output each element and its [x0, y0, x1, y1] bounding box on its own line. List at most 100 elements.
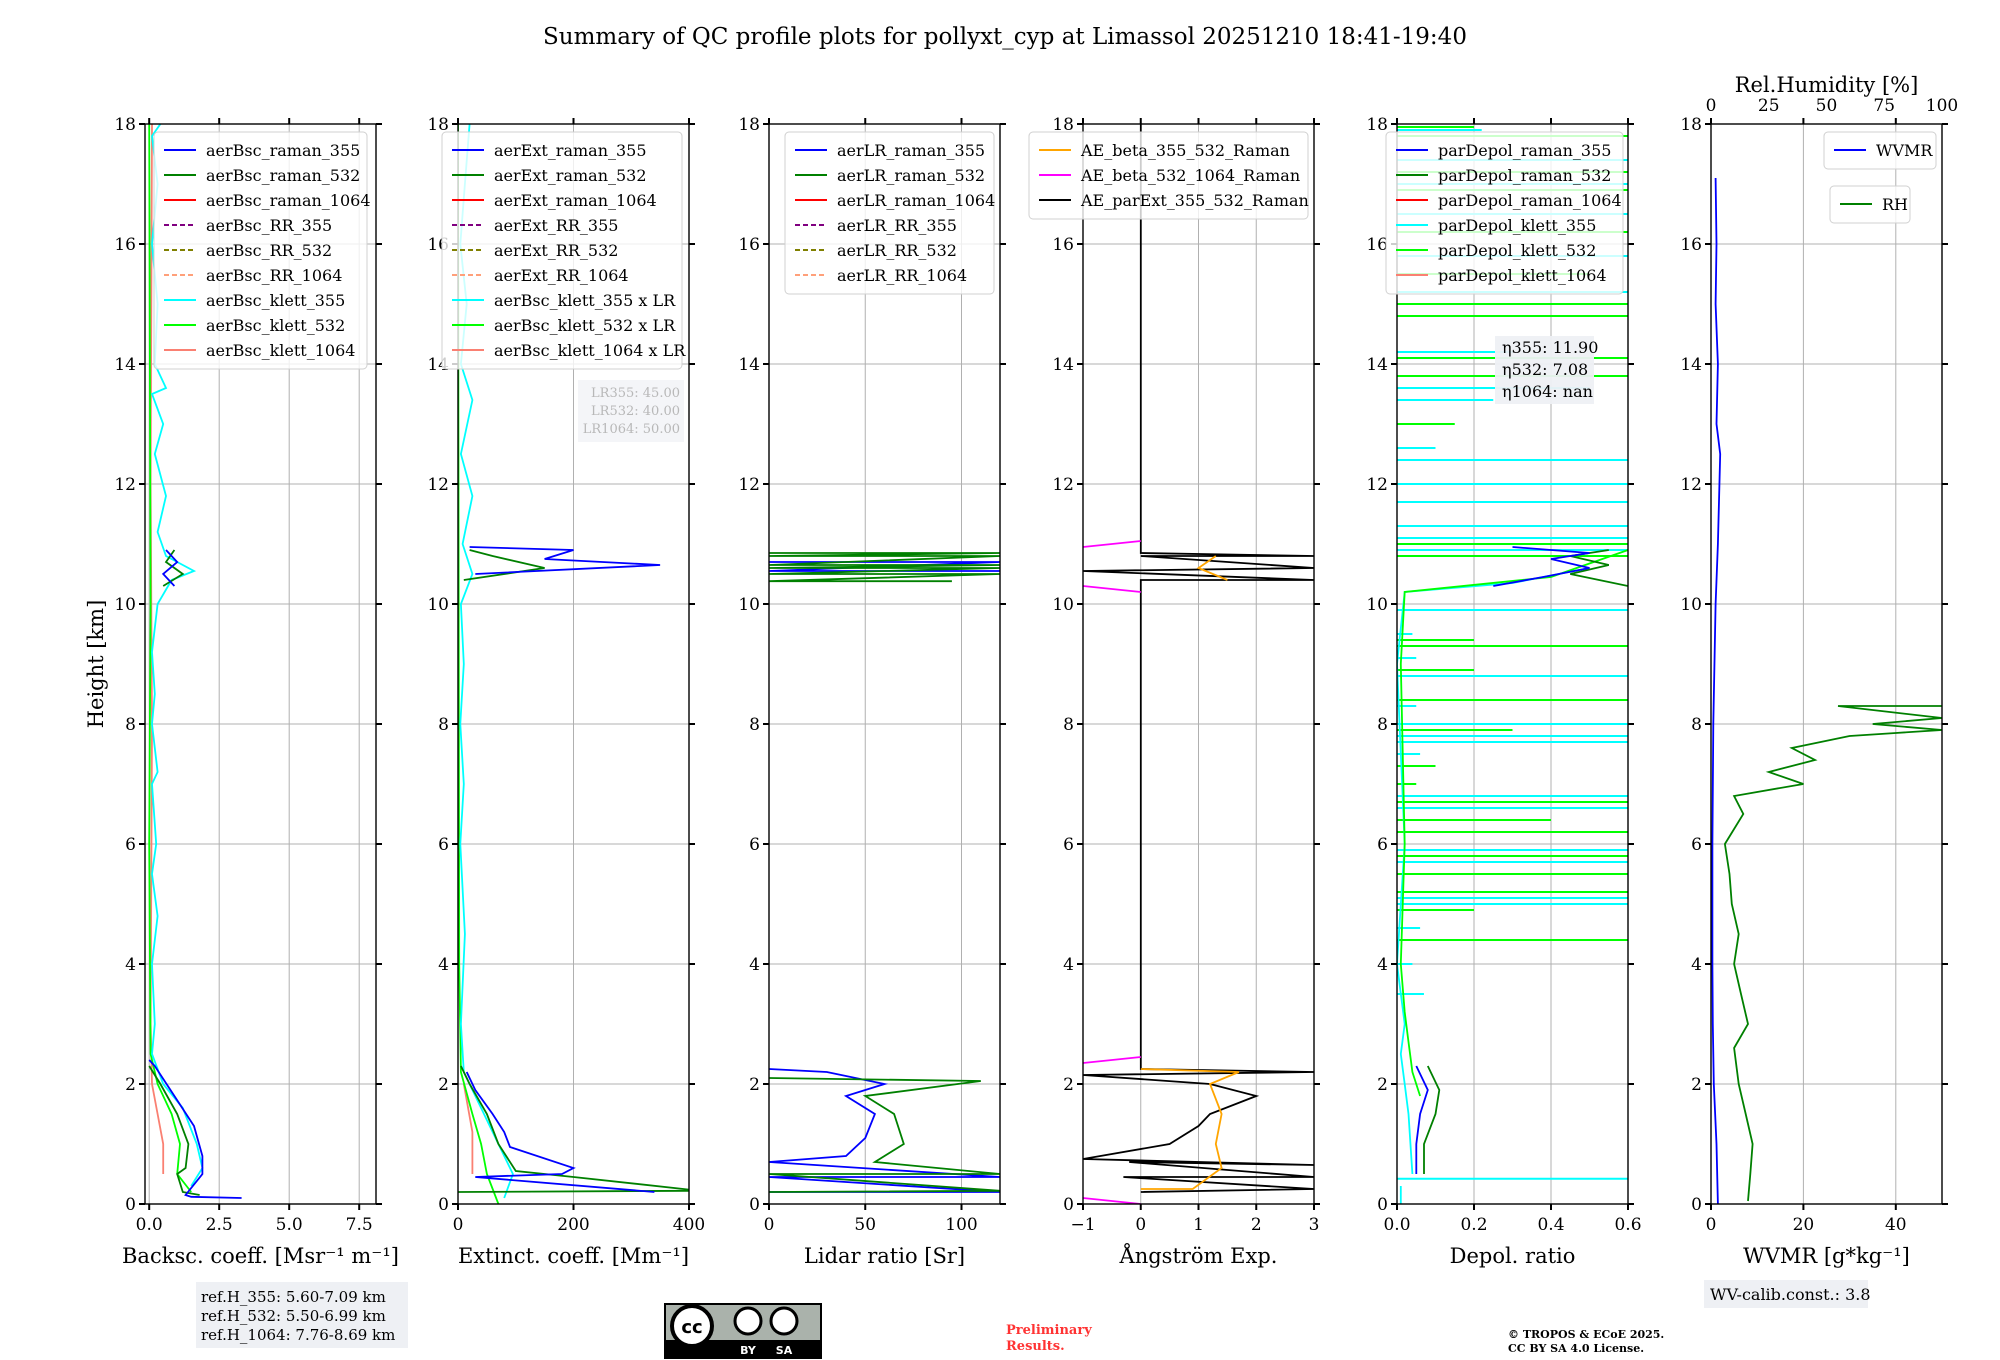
series-WVMR: [1711, 177, 1722, 1204]
legend-label: AE_beta_355_532_Raman: [1080, 141, 1290, 160]
legend-label: aerExt_RR_1064: [494, 266, 629, 285]
legend-label: aerBsc_RR_1064: [206, 266, 342, 285]
x-tick-label: 0.0: [136, 1215, 163, 1235]
series-aerBsc_raman_355: [148, 1059, 242, 1199]
eta-annotation: η532: 7.08: [1502, 360, 1588, 379]
y-tick-label: 12: [1052, 475, 1074, 495]
x-tick-label: 2: [1251, 1215, 1262, 1235]
eta-box: [1495, 336, 1594, 404]
by-icon: [733, 1306, 763, 1336]
series-AE_beta_532_1064_Raman: [1083, 585, 1141, 593]
copyright-line2: CC BY SA 4.0 License.: [1508, 1342, 1644, 1355]
series-AE_beta_355_532_Raman: [1140, 1068, 1240, 1190]
reference-height-box: ref.H_355: 5.60-7.09 km ref.H_532: 5.50-…: [196, 1282, 408, 1348]
legend-label: aerBsc_klett_1064 x LR: [494, 341, 686, 360]
preliminary-line1: Preliminary: [1006, 1323, 1092, 1338]
series-aerLR_raman_532: [769, 552, 1000, 583]
axes-frame: [1396, 123, 1629, 1205]
y-tick-label: 18: [427, 115, 449, 135]
x-tick-label: 0.6: [1614, 1215, 1641, 1235]
legend-label: aerExt_raman_1064: [494, 191, 657, 210]
series-aerBsc_klett_532 x LR: [458, 124, 500, 1204]
legend-box: [1385, 131, 1624, 295]
series-parDepol_raman_355: [1493, 546, 1590, 587]
wv-calib-constant: WV-calib.const.: 3.8: [1710, 1285, 1871, 1304]
series-aerLR_raman_355: [769, 1068, 1000, 1193]
legend-label: aerBsc_klett_1064: [206, 341, 355, 360]
legend-label: aerExt_raman_532: [494, 166, 647, 185]
x-tick-label: 5.0: [276, 1215, 303, 1235]
legend-label: aerExt_RR_532: [494, 241, 618, 260]
y-tick-label: 14: [114, 355, 136, 375]
axes-frame: [144, 123, 377, 1205]
top-x-tick-label: 75: [1873, 96, 1895, 116]
series-aerBsc_raman_355: [161, 549, 179, 587]
y-tick-label: 10: [114, 595, 136, 615]
y-tick-label: 16: [738, 235, 760, 255]
y-tick-label: 8: [125, 715, 136, 735]
x-axis-label: Backsc. coeff. [Msr⁻¹ m⁻¹]: [122, 1244, 399, 1268]
series-aerBsc_klett_532: [148, 124, 192, 1193]
x-tick-label: −1: [1070, 1215, 1095, 1235]
series-parDepol_klett_355: [1397, 567, 1590, 1175]
x-tick-label: 0.0: [1383, 1215, 1410, 1235]
legend-label: aerLR_raman_1064: [837, 191, 995, 210]
axes-frame: [1710, 123, 1943, 1205]
y-tick-label: 6: [1377, 835, 1388, 855]
x-tick-label: 0.4: [1537, 1215, 1564, 1235]
series-aerExt_raman_355: [465, 1071, 655, 1193]
x-tick-label: 3: [1309, 1215, 1320, 1235]
series-AE_beta_355_532_Raman: [1196, 555, 1228, 581]
y-tick-label: 4: [1063, 955, 1074, 975]
series-aerBsc_raman_532: [162, 549, 185, 587]
x-tick-label: 20: [1793, 1215, 1815, 1235]
legend: WVMR: [1823, 131, 1937, 170]
y-tick-label: 0: [1691, 1195, 1702, 1215]
y-tick-label: 14: [1680, 355, 1702, 375]
series-RH: [1723, 705, 1942, 1202]
y-tick-label: 14: [1052, 355, 1074, 375]
y-tick-label: 10: [738, 595, 760, 615]
panel-5: 0 2 4 6 8 10 12 14 16 18 0.0 0.2 0.4 0.6 Depol. ratio p…: [1366, 115, 1641, 1268]
lidar-ratio-annotation: LR355: 45.00: [591, 386, 680, 401]
legend-label: aerLR_raman_355: [837, 141, 985, 160]
eta-annotation: η1064: nan: [1502, 382, 1593, 401]
x-tick-label: 400: [673, 1215, 705, 1235]
plot-area: [1711, 177, 1942, 1204]
legend: aerLR_raman_355 aerLR_raman_532 aerLR_rama…: [784, 131, 995, 295]
series-aerBsc_raman_532: [148, 1065, 200, 1196]
y-tick-label: 18: [738, 115, 760, 135]
legend: AE_beta_355_532_Raman AE_beta_532_1064_Ra…: [1028, 131, 1309, 220]
refh-532: ref.H_532: 5.50-6.99 km: [201, 1307, 386, 1325]
x-tick-label: 100: [945, 1215, 977, 1235]
y-tick-label: 0: [438, 1195, 449, 1215]
y-tick-label: 10: [1366, 595, 1388, 615]
legend-label: aerBsc_raman_532: [206, 166, 360, 185]
x-tick-label: 0: [453, 1215, 464, 1235]
y-tick-label: 10: [1052, 595, 1074, 615]
y-tick-label: 6: [438, 835, 449, 855]
legend-label: parDepol_klett_532: [1438, 241, 1596, 260]
x-tick-label: 0.2: [1460, 1215, 1487, 1235]
legend-label: aerBsc_klett_532: [206, 316, 345, 335]
x-tick-label: 200: [557, 1215, 589, 1235]
figure-title: Summary of QC profile plots for pollyxt_…: [543, 24, 1467, 50]
series-aerLR_raman_532: [769, 1077, 1000, 1193]
cc-by-sa-logo: cc BY SA: [664, 1303, 822, 1359]
lidar-ratio-annotation: LR1064: 50.00: [583, 422, 680, 437]
legend-label: AE_beta_532_1064_Raman: [1080, 166, 1300, 185]
y-tick-label: 2: [1063, 1075, 1074, 1095]
refh-355: ref.H_355: 5.60-7.09 km: [201, 1288, 386, 1306]
sa-text: SA: [776, 1344, 793, 1357]
top-x-tick-label: 100: [1926, 96, 1958, 116]
legend-label: aerLR_raman_532: [837, 166, 985, 185]
y-axis-label: Height [km]: [84, 600, 108, 729]
cc-text: cc: [681, 1317, 702, 1338]
y-tick-label: 18: [114, 115, 136, 135]
legend-label: parDepol_klett_1064: [1438, 266, 1607, 285]
top-x-axis-label: Rel.Humidity [%]: [1735, 73, 1919, 97]
y-tick-label: 18: [1052, 115, 1074, 135]
